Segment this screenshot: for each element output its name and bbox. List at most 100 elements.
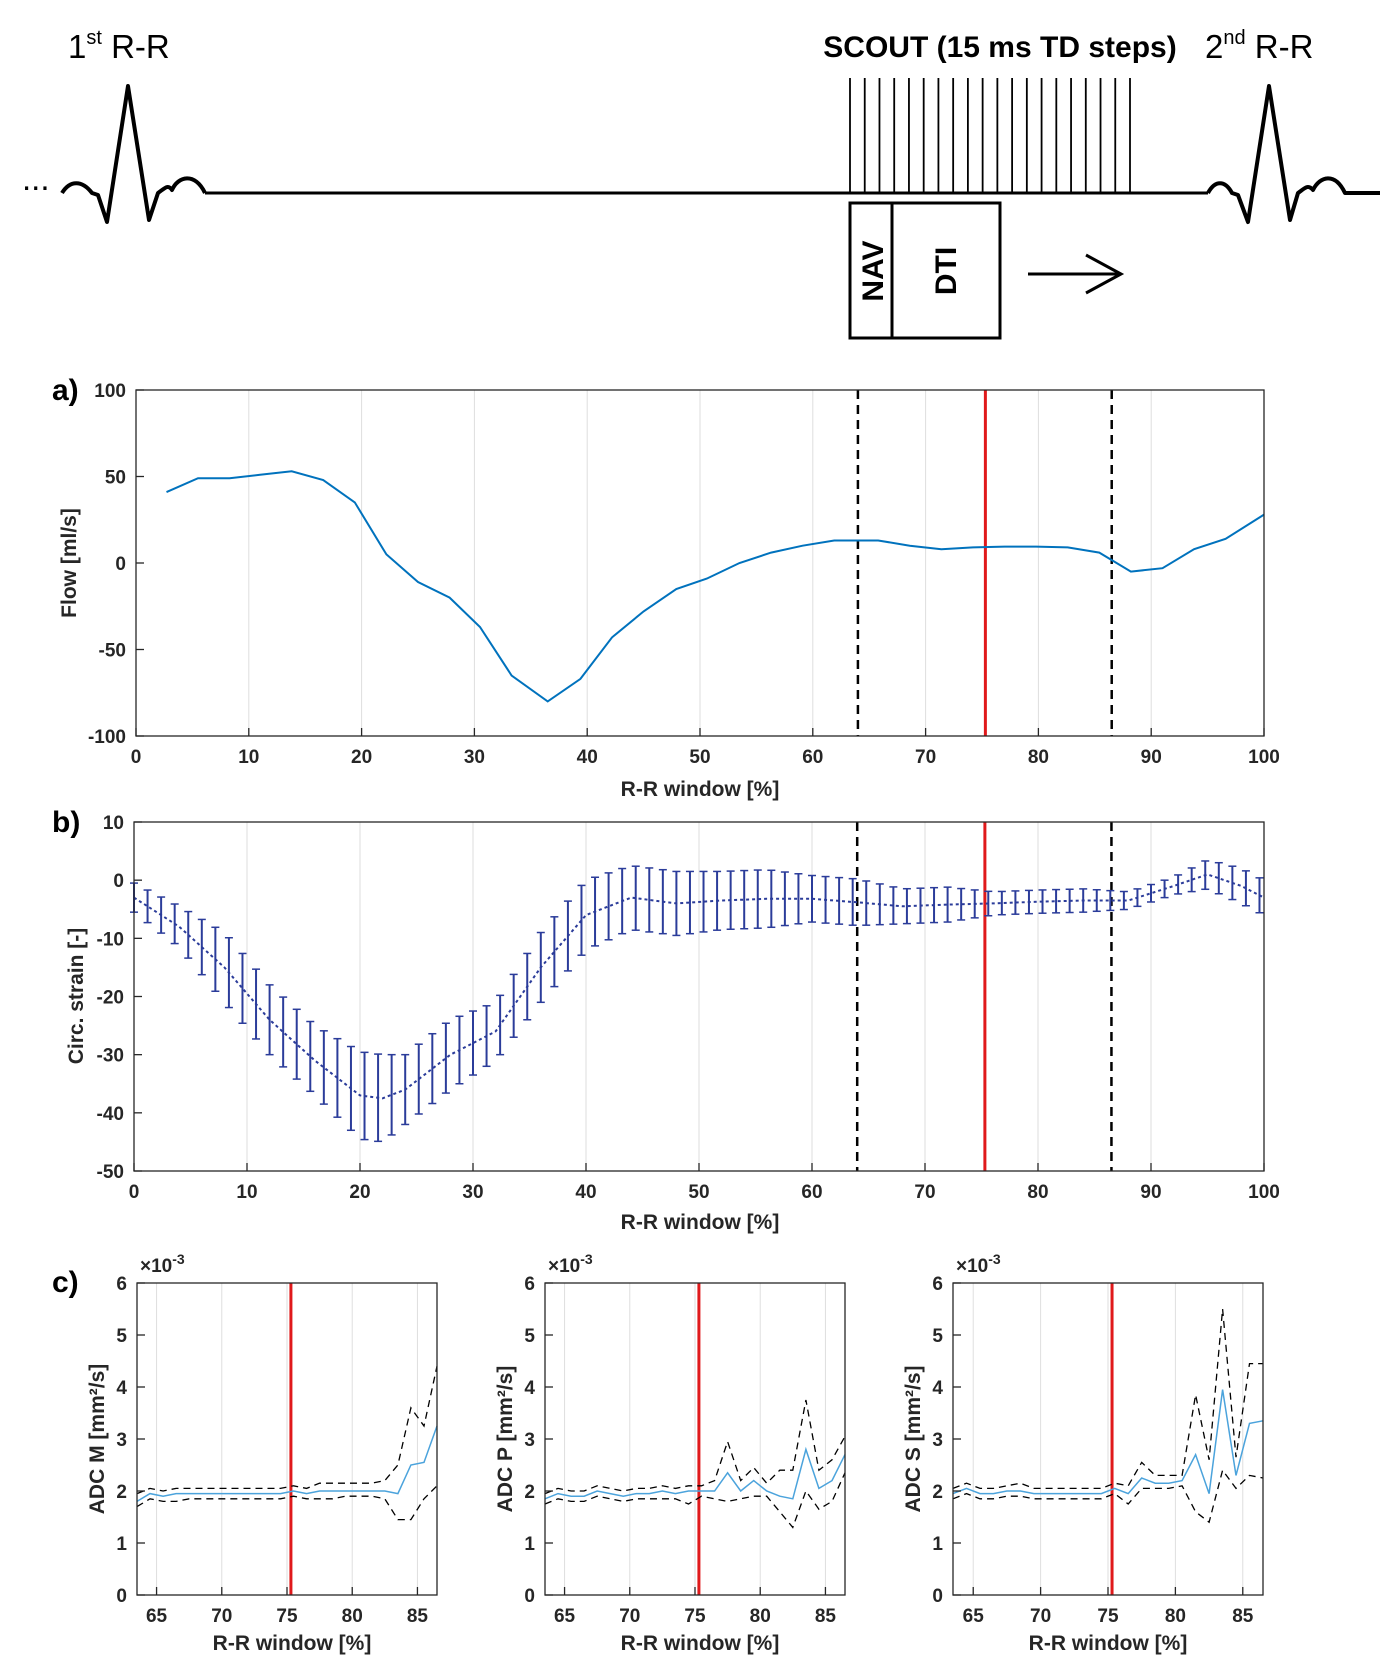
a-xlabel: R-R window [%] <box>621 778 780 801</box>
nav-label: NAV <box>857 240 890 301</box>
a-xtick-label: 20 <box>351 747 372 768</box>
c2-ylabel: ADC P [mm²/s] <box>494 1366 517 1513</box>
c3-ytick-label: 3 <box>932 1430 943 1451</box>
c1-grid <box>156 1283 418 1595</box>
c2-grid <box>564 1283 826 1595</box>
b-ytick-label: -50 <box>97 1162 124 1183</box>
c1-xtick-label: 70 <box>211 1606 232 1627</box>
strain-chart: b) 0 10 20 30 40 50 60 70 80 90 100-50-40-30-20-10… <box>52 806 1280 1234</box>
c3-xtick-label: 65 <box>963 1606 985 1627</box>
c1-ytick-label: 3 <box>116 1430 127 1451</box>
b-ytick-label: 0 <box>113 871 124 892</box>
c3-xtick-label: 80 <box>1165 1606 1186 1627</box>
c3-xtick-label: 70 <box>1030 1606 1051 1627</box>
ellipsis-text: ... <box>22 160 50 197</box>
a-ytick-label: 50 <box>105 468 126 489</box>
c2-xtick-label: 85 <box>815 1606 837 1627</box>
adc-p-lower-line <box>544 1472 846 1529</box>
a-ytick-label: 100 <box>94 381 126 402</box>
a-xtick-label: 50 <box>689 747 710 768</box>
adc-m-upper-line <box>136 1366 438 1495</box>
first-rr-label: 1st R-R <box>68 27 170 65</box>
b-vlines <box>855 822 1113 1171</box>
b-xtick-label: 100 <box>1248 1182 1280 1203</box>
a-ytick-label: -50 <box>99 641 126 662</box>
a-xtick-label: 10 <box>238 747 259 768</box>
c2-ytick-label: 0 <box>524 1586 535 1607</box>
b-xtick-label: 90 <box>1140 1182 1161 1203</box>
c2-xlabel: R-R window [%] <box>621 1632 780 1655</box>
panel-label-c: c) <box>52 1266 79 1299</box>
b-xtick-label: 30 <box>462 1182 483 1203</box>
a-xtick-label: 100 <box>1248 747 1280 768</box>
b-xtick-label: 20 <box>349 1182 370 1203</box>
adc-s-lower-line <box>952 1468 1264 1524</box>
c1-ytick-label: 6 <box>116 1274 127 1295</box>
adc-s-chart: 65 70 75 80 85 0 1 2 3 4 5 6 ×10-3 R-R window [%] A… <box>902 1251 1264 1655</box>
a-ticks: 0 10 20 30 40 50 60 70 80 90 100 -100 -50 0 50 100 <box>88 381 1280 768</box>
panel-label-b: b) <box>52 806 80 839</box>
a-xtick-label: 0 <box>131 747 142 768</box>
a-xtick-label: 60 <box>802 747 823 768</box>
c3-grid <box>972 1283 1244 1595</box>
a-xtick-label: 40 <box>577 747 598 768</box>
ecg-waveform-2 <box>1206 84 1380 224</box>
b-ytick-label: -30 <box>97 1046 124 1067</box>
c3-ytick-label: 4 <box>932 1378 943 1399</box>
c3-ytick-label: 2 <box>932 1482 943 1503</box>
c3-ytick-label: 1 <box>932 1534 943 1555</box>
b-xtick-label: 0 <box>129 1182 140 1203</box>
c1-ticks: 65 70 75 80 85 0 1 2 3 4 5 6 <box>116 1274 428 1627</box>
scout-ticks <box>849 78 1131 193</box>
b-xtick-label: 10 <box>236 1182 257 1203</box>
c3-ytick-label: 0 <box>932 1586 943 1607</box>
dti-label: DTI <box>930 247 963 295</box>
b-ylabel: Circ. strain [-] <box>65 928 88 1065</box>
b-errorbars <box>130 860 1264 1143</box>
arrow-right-icon <box>1028 253 1125 295</box>
b-xtick-label: 80 <box>1027 1182 1048 1203</box>
c3-xlabel: R-R window [%] <box>1029 1632 1188 1655</box>
c1-xtick-label: 65 <box>146 1606 168 1627</box>
c3-exponent: ×10-3 <box>956 1251 1001 1277</box>
flow-chart: a) 0 10 20 30 40 50 60 70 80 90 100 -100 -50 0 50 100 R… <box>52 374 1280 801</box>
adc-m-lower-line <box>136 1485 438 1521</box>
scout-label: SCOUT (15 ms TD steps) <box>823 31 1176 64</box>
c3-xtick-label: 75 <box>1097 1606 1119 1627</box>
a-ytick-label: -100 <box>88 727 126 748</box>
ecg-timeline-diagram: ... 1st R-R 2nd R-R SCOUT (15 ms TD step… <box>22 27 1380 340</box>
b-ytick-label: -10 <box>97 929 124 950</box>
c1-xtick-label: 75 <box>276 1606 298 1627</box>
b-xtick-label: 50 <box>688 1182 709 1203</box>
second-rr-label: 2nd R-R <box>1205 27 1313 65</box>
adc-s-upper-line <box>952 1308 1263 1490</box>
b-xtick-label: 60 <box>801 1182 822 1203</box>
c1-ytick-label: 0 <box>116 1586 127 1607</box>
c1-ytick-label: 2 <box>116 1482 127 1503</box>
b-xlabel: R-R window [%] <box>621 1211 780 1234</box>
c3-ticks: 65 70 75 80 85 0 1 2 3 4 5 6 <box>932 1274 1253 1627</box>
a-xtick-label: 80 <box>1028 747 1049 768</box>
a-xtick-label: 70 <box>915 747 936 768</box>
c2-xtick-label: 75 <box>684 1606 706 1627</box>
b-ticks: 0 10 20 30 40 50 60 70 80 90 100 -50 -40 -30 -20 -10 0 10 <box>97 813 1280 1203</box>
adc-m-chart: 65 70 75 80 85 0 1 2 3 4 5 6 ×10-3 R-R window [%] A… <box>86 1251 438 1655</box>
c1-ytick-label: 4 <box>116 1378 127 1399</box>
c2-ytick-label: 5 <box>524 1326 535 1347</box>
dti-box <box>890 201 1002 340</box>
adc-p-mean-line <box>544 1446 846 1500</box>
a-ylabel: Flow [ml/s] <box>58 508 81 618</box>
c1-xtick-label: 85 <box>407 1606 429 1627</box>
c2-ytick-label: 4 <box>524 1378 535 1399</box>
c2-xtick-label: 65 <box>554 1606 576 1627</box>
b-xtick-label: 70 <box>914 1182 935 1203</box>
panel-label-a: a) <box>52 374 79 407</box>
c2-xtick-label: 80 <box>750 1606 771 1627</box>
b-ytick-label: 10 <box>103 813 124 834</box>
c2-ytick-label: 3 <box>524 1430 535 1451</box>
b-ytick-label: -20 <box>97 988 124 1009</box>
c2-ticks: 65 70 75 80 85 0 1 2 3 4 5 6 <box>524 1274 836 1627</box>
c3-ytick-label: 5 <box>932 1326 943 1347</box>
c2-exponent: ×10-3 <box>548 1251 593 1277</box>
